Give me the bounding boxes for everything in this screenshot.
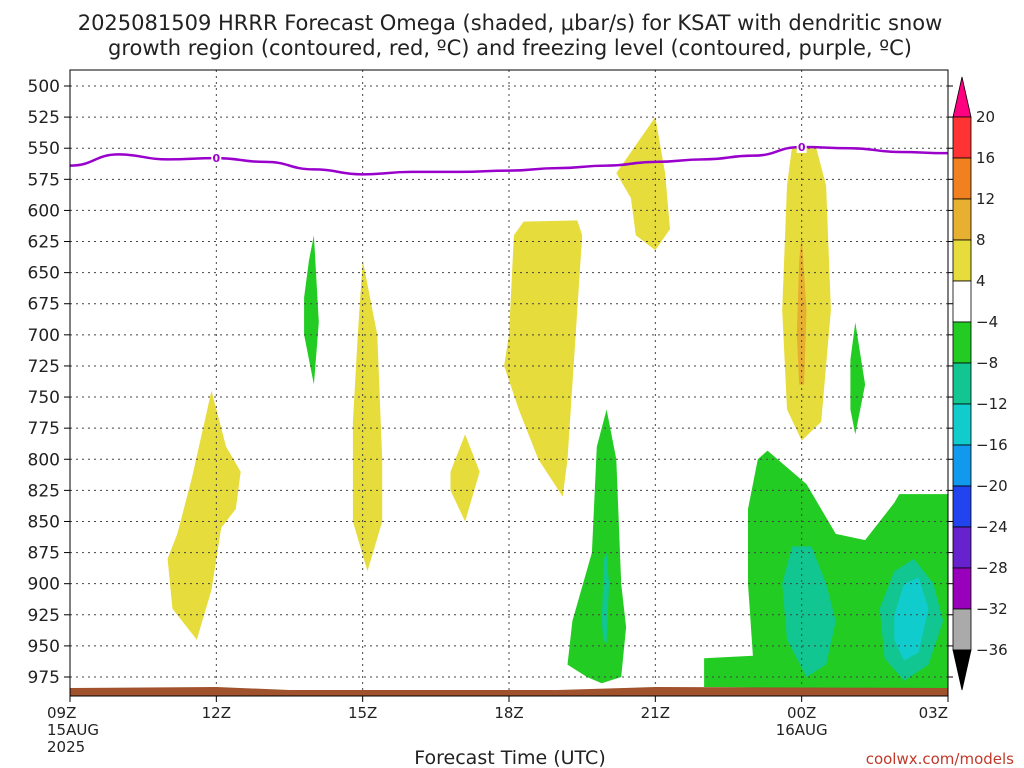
freezing-level-label-1: 0 <box>798 141 806 154</box>
colorbar-bottom-arrow <box>952 649 972 691</box>
x-tick-label-0-2: 2025 <box>47 738 85 756</box>
y-tick-label-15: 875 <box>28 544 60 564</box>
omega-region-3 <box>450 434 480 522</box>
omega-region-10 <box>850 322 866 435</box>
colorbar-label-5: −4 <box>976 313 998 331</box>
colorbar-segment-1 <box>952 116 972 159</box>
y-tick-label-17: 925 <box>28 606 60 626</box>
y-tick-label-19: 975 <box>28 668 60 688</box>
colorbar-segment-9 <box>952 444 972 487</box>
x-tick-label-6-0: 03Z <box>919 704 948 722</box>
colorbar-segment-13 <box>952 608 972 651</box>
y-tick-label-2: 550 <box>28 139 60 159</box>
colorbar-segment-4 <box>952 239 972 282</box>
omega-region-2 <box>352 260 383 572</box>
colorbar-segment-6 <box>952 321 972 364</box>
x-tick-label-2-0: 15Z <box>348 704 377 722</box>
omega-region-8 <box>782 148 831 441</box>
omega-region-4 <box>504 220 583 497</box>
y-tick-label-7: 675 <box>28 295 60 315</box>
colorbar-label-9: −20 <box>976 477 1008 495</box>
ground-layer <box>70 687 948 696</box>
colorbar-label-12: −32 <box>976 600 1008 618</box>
colorbar-label-4: 4 <box>976 272 986 290</box>
y-tick-label-18: 950 <box>28 637 60 657</box>
colorbar-label-10: −24 <box>976 518 1008 536</box>
y-axis-ticks: 500 525 550 575 600 625 650 675 700 725 750 775 800 8… <box>28 77 953 688</box>
freezing-level-label-0: 0 <box>213 152 221 165</box>
y-tick-label-10: 750 <box>28 388 60 408</box>
omega-region-5 <box>616 117 670 251</box>
y-tick-label-1: 525 <box>28 108 60 128</box>
omega-region-0 <box>167 390 241 640</box>
colorbar-label-3: 8 <box>976 231 986 249</box>
credit-text: coolwx.com/models <box>866 750 1014 768</box>
colorbar-label-2: 12 <box>976 190 995 208</box>
colorbar-label-13: −36 <box>976 641 1008 659</box>
colorbar-segment-11 <box>952 526 972 569</box>
x-tick-label-5-1: 16AUG <box>776 721 828 739</box>
x-tick-label-3-0: 18Z <box>494 704 523 722</box>
colorbar-label-11: −28 <box>976 559 1008 577</box>
omega-region-14 <box>894 577 929 661</box>
x-tick-label-1-0: 12Z <box>202 704 231 722</box>
x-tick-label-4-0: 21Z <box>641 704 670 722</box>
grid-lines <box>70 70 948 696</box>
colorbar-segment-10 <box>952 485 972 528</box>
omega-region-1 <box>304 235 319 385</box>
chart-title-line2: growth region (contoured, red, ºC) and f… <box>108 36 912 60</box>
y-tick-label-8: 700 <box>28 326 60 346</box>
x-axis-label: Forecast Time (UTC) <box>414 747 605 768</box>
freezing-label-bg-0 <box>211 151 222 165</box>
colorbar-label-7: −12 <box>976 395 1008 413</box>
x-tick-label-5-0: 00Z <box>787 704 816 722</box>
y-tick-label-0: 500 <box>28 77 60 97</box>
omega-region-9 <box>796 235 807 385</box>
y-tick-label-14: 850 <box>28 512 60 532</box>
y-tick-label-3: 575 <box>28 170 60 190</box>
y-tick-label-11: 775 <box>28 419 60 439</box>
y-tick-label-5: 625 <box>28 233 60 253</box>
colorbar-segment-8 <box>952 403 972 446</box>
colorbar-segment-2 <box>952 157 972 200</box>
omega-region-7 <box>601 552 609 644</box>
colorbar-label-1: 16 <box>976 149 995 167</box>
freezing-level-labels: 00 <box>211 139 807 165</box>
colorbar-label-0: 20 <box>976 108 995 126</box>
colorbar-segment-3 <box>952 198 972 241</box>
chart-title-line1: 2025081509 HRRR Forecast Omega (shaded, … <box>78 11 943 35</box>
colorbar-label-6: −8 <box>976 354 998 372</box>
colorbar-segment-7 <box>952 362 972 405</box>
y-tick-label-4: 600 <box>28 201 60 221</box>
omega-region-12 <box>782 546 836 677</box>
colorbar-segment-12 <box>952 567 972 610</box>
colorbar-label-8: −16 <box>976 436 1008 454</box>
colorbar-segment-5 <box>952 280 972 323</box>
y-tick-label-16: 900 <box>28 575 60 595</box>
freezing-label-bg-1 <box>796 139 807 153</box>
ground-strip <box>70 687 948 696</box>
y-tick-label-13: 825 <box>28 481 60 501</box>
x-tick-label-0-0: 09Z <box>47 704 76 722</box>
y-tick-label-9: 725 <box>28 357 60 377</box>
colorbar: 20 16 12 8 4 −4 −8 −12 −16 −20 −24 −28 −32 −36 <box>952 76 1008 691</box>
x-tick-label-0-1: 15AUG <box>47 721 99 739</box>
omega-shading <box>167 117 948 690</box>
y-tick-label-12: 800 <box>28 450 60 470</box>
y-tick-label-6: 650 <box>28 264 60 284</box>
